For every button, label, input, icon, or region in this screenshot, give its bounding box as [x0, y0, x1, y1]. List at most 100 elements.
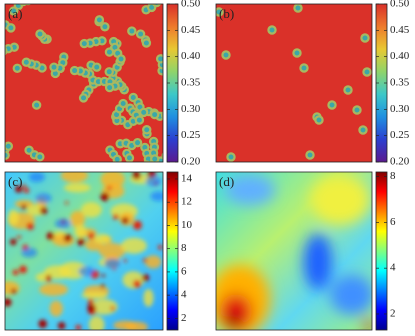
- colorbar: [166, 171, 179, 331]
- hotspot: [101, 273, 106, 278]
- colorbar-tick-label: 0.50: [181, 0, 201, 10]
- particle: [5, 46, 8, 56]
- patch: [143, 288, 154, 307]
- patch: [98, 242, 126, 259]
- particle: [139, 107, 149, 118]
- colorbar-tick-label: 10: [181, 219, 193, 231]
- patch: [125, 321, 149, 330]
- colorbar-tick-label: 4: [390, 262, 396, 274]
- hotspot: [46, 232, 55, 240]
- colorbar-tick-label: 6: [390, 216, 396, 228]
- hotspot: [132, 220, 142, 230]
- hotspot: [77, 237, 85, 246]
- colorbar-tick-label: 0.50: [390, 0, 410, 10]
- hotspot: [10, 238, 17, 246]
- panel-frame: [215, 171, 373, 331]
- hotspot: [100, 192, 110, 202]
- particle: [124, 153, 135, 162]
- particle: [358, 125, 368, 135]
- colorbar-tick-label: 0.45: [181, 24, 201, 36]
- hotspot: [158, 244, 163, 250]
- hotspot: [112, 213, 119, 220]
- particle: [8, 6, 19, 16]
- panel-frame: [4, 3, 164, 163]
- patch: [8, 209, 19, 226]
- particle: [94, 15, 105, 25]
- patch: [81, 202, 102, 218]
- particle: [292, 48, 302, 58]
- colorbar-tick-label: 0.35: [181, 77, 201, 89]
- colorbar-tick-label: 4: [181, 289, 187, 301]
- particle: [78, 93, 89, 103]
- hotspot: [39, 207, 48, 215]
- hotspot: [107, 186, 112, 191]
- hotspot: [75, 324, 82, 330]
- particle: [305, 150, 315, 160]
- colorbar-tick-label: 0.35: [390, 77, 410, 89]
- particle: [343, 85, 353, 95]
- patch: [226, 315, 240, 329]
- coldspot: [104, 258, 121, 269]
- hotspot: [38, 319, 47, 329]
- colorbar-tick-label: 0.30: [390, 103, 410, 115]
- patch: [70, 210, 86, 228]
- particle: [79, 38, 90, 49]
- colorbar-tick-label: 0.20: [181, 156, 201, 168]
- hotspot: [87, 303, 96, 313]
- particle: [104, 47, 115, 57]
- particle: [327, 100, 337, 110]
- patch: [225, 175, 275, 205]
- particle: [35, 29, 45, 39]
- hotspot: [26, 222, 34, 230]
- patch: [39, 283, 69, 297]
- particle: [69, 65, 80, 76]
- coldspot: [21, 247, 38, 258]
- patch: [330, 275, 372, 315]
- colorbar-tick-label: 6: [181, 265, 187, 277]
- particle: [226, 152, 236, 162]
- particle: [49, 62, 59, 72]
- hotspot: [142, 258, 147, 263]
- hotspot: [142, 274, 150, 282]
- patch: [145, 255, 162, 269]
- patch: [88, 315, 105, 330]
- particle: [31, 100, 42, 110]
- hotspot: [110, 306, 115, 311]
- particle: [293, 4, 303, 13]
- colorbar-tick-label: 0.40: [390, 50, 410, 62]
- particle: [142, 125, 152, 135]
- colorbar: [375, 171, 388, 331]
- patch: [52, 234, 75, 247]
- panel-frame: [215, 3, 373, 163]
- hotspot: [100, 284, 105, 289]
- panel-label: (c): [8, 174, 22, 189]
- field: [5, 4, 163, 162]
- hotspot: [22, 184, 26, 188]
- particle: [152, 4, 162, 8]
- colorbar-tick-label: 0.30: [181, 103, 201, 115]
- patch: [63, 183, 91, 193]
- particle: [24, 4, 32, 6]
- patch: [59, 261, 88, 280]
- panel-label: (b): [219, 6, 234, 21]
- colorbar-tick-label: 0.20: [390, 156, 410, 168]
- particle: [314, 115, 324, 125]
- patches: [216, 175, 372, 330]
- particle: [150, 154, 160, 162]
- particle: [5, 141, 14, 151]
- particle: [127, 26, 137, 36]
- hotspot: [11, 288, 17, 294]
- hotspot: [5, 298, 12, 307]
- hotspot: [12, 269, 19, 276]
- colorbar-tick-label: 8: [390, 170, 396, 182]
- particle: [21, 57, 32, 67]
- patch: [100, 172, 125, 189]
- patch: [304, 234, 332, 290]
- colorbar-tick-label: 0.25: [181, 129, 201, 141]
- hotspot: [88, 232, 95, 240]
- colorbar-tick-label: 2: [390, 308, 396, 320]
- hotspot: [87, 298, 94, 305]
- particle: [267, 25, 277, 35]
- coldspot: [28, 172, 45, 183]
